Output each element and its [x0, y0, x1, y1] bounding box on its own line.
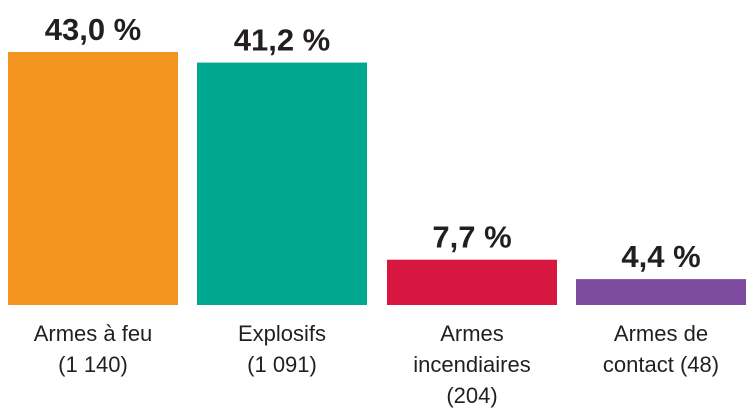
category-label-1-line-2: (1 140) — [58, 352, 128, 377]
category-label-4-line-1: Armes de — [614, 321, 708, 346]
category-label-2-line-1: Explosifs — [238, 321, 326, 346]
bar-value-label-2: 41,2 % — [234, 23, 331, 58]
category-label-2-line-2: (1 091) — [247, 352, 317, 377]
category-label-1-line-1: Armes à feu — [34, 321, 153, 346]
category-label-3-line-3: (204) — [446, 383, 497, 408]
category-label-4-line-2: contact (48) — [603, 352, 719, 377]
bar-4 — [576, 279, 746, 305]
bar-value-label-3: 7,7 % — [432, 220, 511, 255]
bar-1 — [8, 52, 178, 305]
bar-3 — [387, 259, 557, 305]
bar-value-label-1: 43,0 % — [45, 12, 142, 47]
bar-2 — [197, 62, 367, 305]
category-label-3-line-2: incendiaires — [413, 352, 530, 377]
category-label-3-line-1: Armes — [440, 321, 504, 346]
bar-value-label-4: 4,4 % — [621, 239, 700, 274]
